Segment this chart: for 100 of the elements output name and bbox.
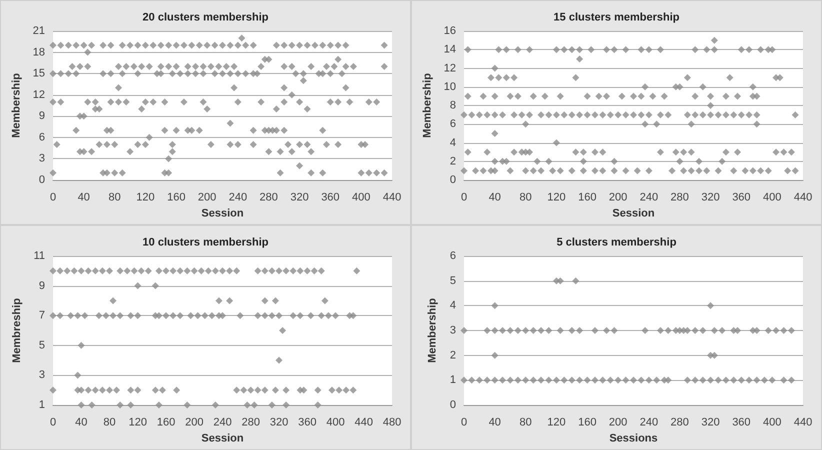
point: [103, 169, 110, 176]
point: [642, 327, 649, 334]
x-tick-label: 120: [136, 192, 155, 204]
point: [234, 70, 242, 78]
point: [568, 46, 576, 54]
point: [499, 327, 506, 334]
point: [226, 267, 234, 274]
point: [464, 148, 472, 156]
point: [722, 92, 730, 100]
x-axis-title: Session: [612, 207, 655, 220]
point: [276, 169, 284, 176]
point: [318, 267, 325, 274]
point: [57, 98, 64, 106]
x-tick-label: 40: [78, 192, 90, 204]
point: [645, 376, 652, 384]
point: [126, 42, 134, 49]
x-tick-label: 80: [520, 416, 532, 428]
point: [84, 98, 92, 106]
x-tick-label: 320: [701, 192, 720, 204]
point: [184, 62, 192, 70]
point: [88, 42, 96, 49]
point: [584, 92, 591, 100]
x-tick-label: 280: [260, 192, 278, 204]
point: [288, 42, 296, 49]
point: [695, 167, 702, 174]
point: [176, 267, 184, 274]
point: [350, 62, 357, 70]
point: [64, 70, 72, 78]
point: [53, 141, 60, 148]
point: [772, 327, 780, 334]
point: [506, 92, 514, 100]
point: [518, 111, 526, 118]
point: [212, 402, 219, 408]
point: [491, 352, 498, 359]
point: [304, 106, 311, 113]
point: [350, 312, 357, 320]
point: [522, 327, 530, 334]
point: [319, 169, 326, 176]
point: [106, 386, 113, 394]
point: [254, 386, 262, 394]
point: [730, 376, 738, 384]
point: [296, 98, 304, 106]
point: [323, 141, 330, 148]
point: [541, 92, 548, 100]
point: [170, 312, 177, 320]
point: [538, 376, 545, 384]
x-tick-label: 40: [75, 416, 88, 428]
x-tick-label: 0: [460, 416, 468, 428]
chart-title: 5 clusters membership: [556, 236, 677, 248]
x-tick-label: 400: [326, 416, 345, 428]
point: [334, 141, 342, 148]
point: [676, 158, 684, 165]
point: [288, 148, 296, 156]
point: [95, 312, 102, 320]
point: [699, 83, 706, 90]
point: [572, 277, 580, 284]
x-tick-label: 360: [732, 192, 751, 204]
point: [226, 297, 234, 304]
point: [530, 376, 537, 384]
x-tick-label: 240: [640, 192, 658, 204]
point: [645, 46, 652, 54]
point: [308, 62, 315, 70]
point: [122, 98, 130, 106]
point: [57, 42, 64, 49]
point: [304, 267, 311, 274]
point: [138, 106, 146, 113]
point: [552, 139, 560, 146]
point: [472, 167, 480, 174]
point: [572, 74, 580, 82]
point: [144, 267, 152, 274]
x-tick-label: 280: [670, 416, 689, 428]
point: [64, 267, 71, 274]
point: [460, 111, 468, 118]
point: [780, 148, 788, 156]
point: [288, 62, 296, 70]
x-tick-label: 480: [382, 416, 402, 428]
x-tick-label: 400: [763, 192, 782, 204]
point: [102, 312, 110, 320]
point: [192, 62, 200, 70]
point: [180, 42, 188, 49]
point: [584, 376, 591, 384]
x-tick-label: 40: [488, 192, 501, 204]
point: [222, 62, 230, 70]
point: [764, 327, 772, 334]
point: [332, 312, 339, 320]
point: [506, 327, 514, 334]
point: [591, 148, 598, 156]
point: [155, 267, 162, 274]
point: [668, 167, 676, 174]
point: [165, 169, 172, 176]
point: [130, 62, 138, 70]
point: [334, 56, 342, 63]
point: [714, 111, 722, 118]
point: [226, 141, 234, 148]
y-tick-label: 3: [38, 369, 45, 382]
y-tick-label: 0: [450, 174, 456, 186]
point: [107, 126, 114, 134]
point: [734, 148, 742, 156]
point: [200, 98, 207, 106]
point: [100, 70, 107, 78]
